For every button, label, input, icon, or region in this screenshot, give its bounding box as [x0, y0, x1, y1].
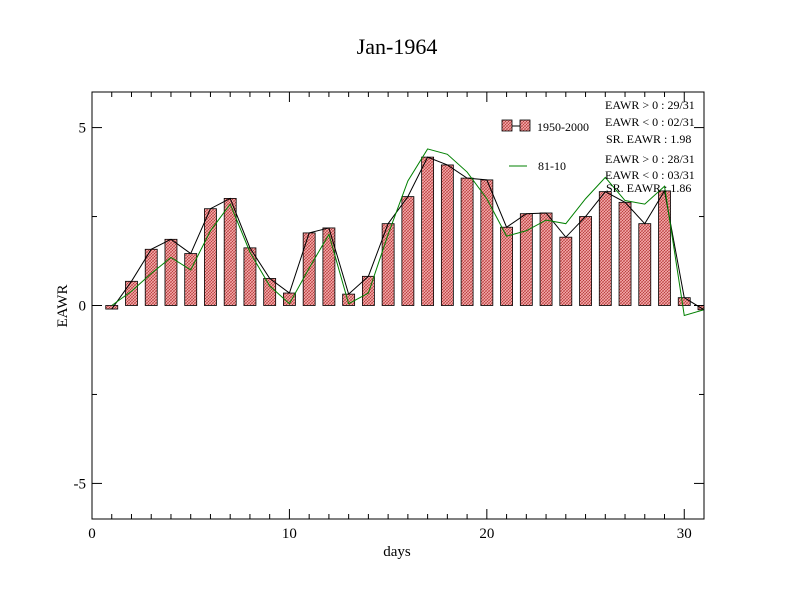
- bar-day-6: [204, 208, 217, 306]
- stat-set1-sr: SR. EAWR : 1.98: [606, 132, 691, 146]
- legend-entry-line: 81-10: [509, 159, 566, 173]
- bar-day-29: [658, 190, 671, 306]
- bar-day-23: [539, 212, 553, 306]
- legend: 1950-2000 81-10: [501, 119, 589, 173]
- x-tick-label-10: 10: [282, 526, 297, 542]
- bar-day-24: [559, 236, 573, 306]
- plot-area: [105, 148, 704, 317]
- bar-day-9: [263, 278, 277, 306]
- stat-set2-positive: EAWR > 0 : 28/31: [605, 152, 695, 166]
- y-tick-label-5: 5: [79, 121, 87, 137]
- x-tick-label-30: 30: [677, 526, 692, 542]
- bar-day-30: [677, 297, 691, 306]
- x-tick-label-20: 20: [479, 526, 494, 542]
- y-tick-label-0: 0: [79, 299, 87, 315]
- bar-day-11: [302, 232, 316, 306]
- series-1950-2000-line: [111, 156, 704, 311]
- bar-day-17: [421, 156, 435, 306]
- bar-day-19: [460, 177, 474, 306]
- bar-day-16: [401, 196, 415, 306]
- bar-day-22: [519, 213, 533, 306]
- chart-title: Jan-1964: [357, 34, 438, 59]
- legend-bar-swatch-2: [519, 119, 531, 132]
- bar-day-18: [440, 164, 454, 306]
- stats-block-2: EAWR > 0 : 28/31 EAWR < 0 : 03/31 SR. EA…: [605, 152, 695, 195]
- stat-set1-negative: EAWR < 0 : 02/31: [605, 115, 695, 129]
- series-81-10-line: [111, 148, 704, 317]
- stats-block-1: EAWR > 0 : 29/31 EAWR < 0 : 02/31 SR. EA…: [605, 98, 695, 146]
- legend-label-line: 81-10: [538, 159, 566, 173]
- stat-set1-positive: EAWR > 0 : 29/31: [605, 98, 695, 112]
- bar-day-27: [618, 201, 632, 306]
- legend-label-bar: 1950-2000: [537, 120, 589, 134]
- y-axis-label: EAWR: [55, 285, 71, 328]
- legend-bar-swatch-1: [501, 119, 513, 132]
- x-axis: 0 10 20 30: [88, 92, 705, 542]
- bar-day-21: [500, 226, 513, 306]
- bar-day-4: [164, 238, 178, 306]
- bar-day-26: [598, 191, 612, 306]
- x-tick-label-0: 0: [88, 526, 96, 542]
- stat-set2-negative: EAWR < 0 : 03/31: [605, 168, 695, 182]
- stat-set2-sr: SR. EAWR : 1.86: [606, 181, 691, 195]
- y-axis: -5 0 5: [74, 121, 704, 492]
- bar-day-12: [322, 227, 336, 306]
- legend-entry-bar: 1950-2000: [501, 119, 589, 134]
- bar-day-2: [125, 280, 138, 306]
- bar-day-25: [579, 216, 592, 306]
- y-tick-label--5: -5: [74, 476, 87, 492]
- x-axis-label: days: [383, 544, 411, 560]
- bar-day-8: [243, 247, 257, 306]
- bar-day-28: [638, 223, 652, 306]
